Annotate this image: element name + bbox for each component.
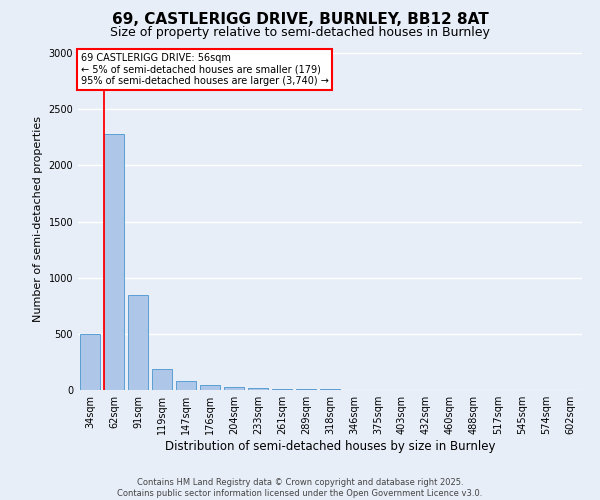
Text: 69 CASTLERIGG DRIVE: 56sqm
← 5% of semi-detached houses are smaller (179)
95% of: 69 CASTLERIGG DRIVE: 56sqm ← 5% of semi-…: [80, 52, 328, 86]
Bar: [80, 334, 100, 390]
Bar: [200, 385, 220, 390]
Bar: [128, 294, 148, 390]
Bar: [272, 389, 292, 390]
Y-axis label: Number of semi-detached properties: Number of semi-detached properties: [33, 116, 43, 322]
Bar: [248, 388, 268, 390]
Bar: [224, 387, 244, 390]
Text: 69, CASTLERIGG DRIVE, BURNLEY, BB12 8AT: 69, CASTLERIGG DRIVE, BURNLEY, BB12 8AT: [112, 12, 488, 28]
Bar: [176, 381, 196, 390]
Text: Size of property relative to semi-detached houses in Burnley: Size of property relative to semi-detach…: [110, 26, 490, 39]
Bar: [104, 134, 124, 390]
Text: Contains HM Land Registry data © Crown copyright and database right 2025.
Contai: Contains HM Land Registry data © Crown c…: [118, 478, 482, 498]
X-axis label: Distribution of semi-detached houses by size in Burnley: Distribution of semi-detached houses by …: [165, 440, 495, 453]
Bar: [152, 368, 172, 390]
Bar: [296, 389, 316, 390]
